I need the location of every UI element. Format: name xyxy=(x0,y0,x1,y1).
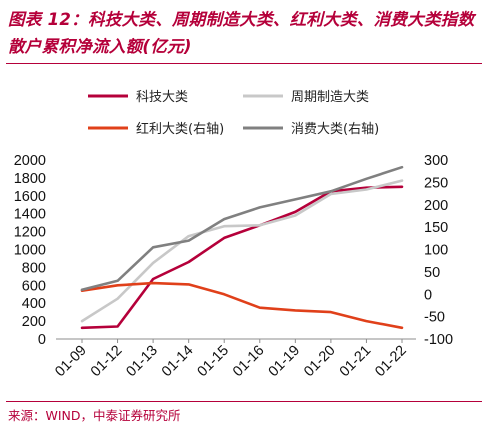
left-y-tick-label: 1600 xyxy=(14,189,46,205)
left-y-tick-label: 2000 xyxy=(14,153,46,169)
x-tick-label: 01-12 xyxy=(88,343,126,381)
series-line-0 xyxy=(80,185,404,330)
x-tick-label: 01-13 xyxy=(123,343,161,381)
chart-title: 图表 12：科技大类、周期制造大类、红利大类、消费大类指数散户累积净流入额(亿元… xyxy=(8,10,475,56)
left-y-tick-label: 1000 xyxy=(14,243,46,259)
legend-label-1: 周期制造大类 xyxy=(291,90,369,105)
series-lines xyxy=(80,165,404,330)
right-y-tick-label: 250 xyxy=(424,175,448,191)
left-y-tick-label: 1800 xyxy=(14,171,46,187)
x-tick-label: 01-22 xyxy=(372,343,410,381)
x-tick-label: 01-09 xyxy=(52,343,90,381)
series-line-1 xyxy=(80,179,404,323)
legend-label-0: 科技大类 xyxy=(136,90,188,105)
series-line-3 xyxy=(80,165,404,292)
x-tick-label: 01-19 xyxy=(266,343,304,381)
right-y-tick-label: 0 xyxy=(424,287,432,303)
x-tick-label: 01-21 xyxy=(337,343,375,381)
left-y-tick-label: 400 xyxy=(22,296,46,312)
x-tick-label: 01-20 xyxy=(301,343,339,381)
right-y-tick-label: -100 xyxy=(424,332,453,348)
right-y-tick-label: 200 xyxy=(424,198,448,214)
legend-label-2: 红利大类(右轴) xyxy=(136,121,224,137)
left-y-tick-label: 800 xyxy=(22,260,46,276)
legend-label-3: 消费大类(右轴) xyxy=(291,122,379,137)
left-y-tick-label: 1400 xyxy=(14,207,46,223)
left-y-tick-label: 0 xyxy=(38,332,46,348)
right-y-tick-label: 50 xyxy=(424,265,440,281)
source-note: 来源：WIND，中泰证券研究所 xyxy=(8,408,181,423)
right-y-tick-label: 150 xyxy=(424,220,448,236)
right-y-tick-label: 100 xyxy=(424,243,448,259)
source-divider xyxy=(6,401,482,402)
left-y-tick-label: 1200 xyxy=(14,225,46,241)
right-y-tick-label: 300 xyxy=(424,153,448,169)
title-divider xyxy=(6,63,482,64)
x-tick-label: 01-14 xyxy=(159,343,197,381)
right-y-tick-label: -50 xyxy=(424,310,445,326)
x-tick-label: 01-16 xyxy=(230,343,268,381)
left-y-tick-label: 200 xyxy=(22,314,46,330)
left-y-tick-label: 600 xyxy=(22,278,46,294)
x-tick-label: 01-15 xyxy=(195,343,233,381)
series-line-2 xyxy=(80,281,404,330)
